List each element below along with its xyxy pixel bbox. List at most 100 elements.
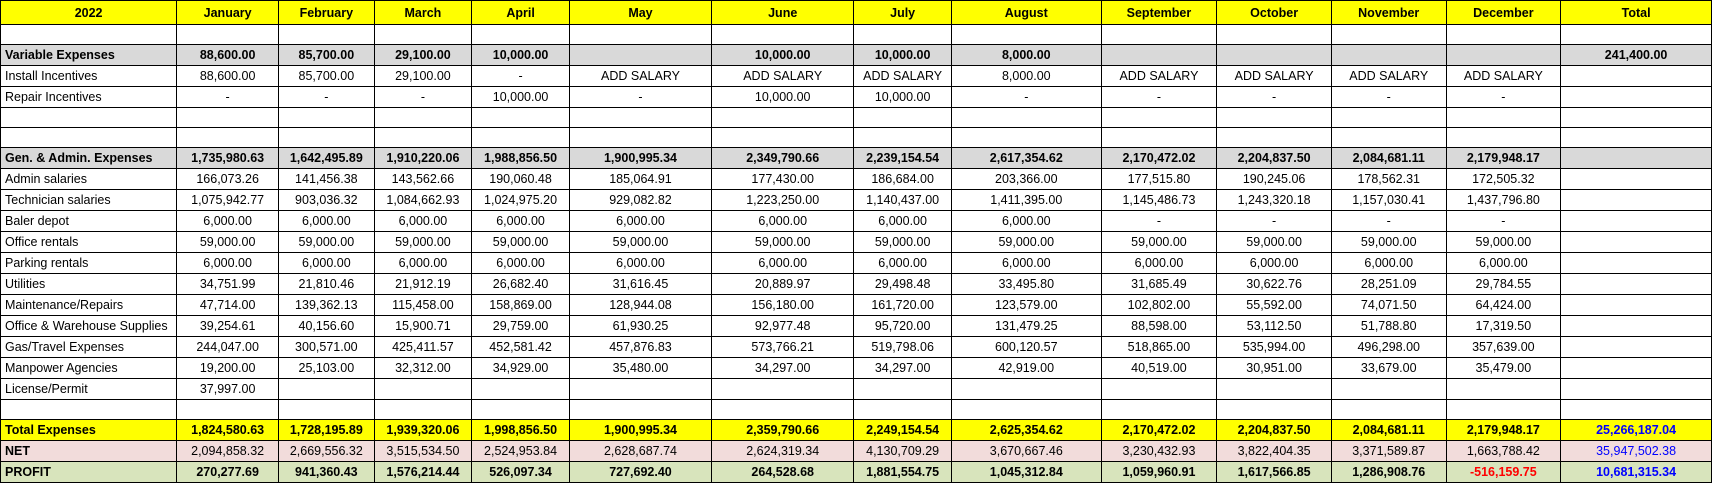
cell[interactable]: 32,312.00 xyxy=(373,357,473,379)
cell[interactable]: 59,000.00 xyxy=(1216,231,1332,253)
cell[interactable]: 20,889.97 xyxy=(711,273,855,295)
cell[interactable] xyxy=(1560,294,1712,316)
cell[interactable] xyxy=(853,24,952,45)
row-label[interactable] xyxy=(0,107,178,128)
cell[interactable] xyxy=(373,127,473,148)
row-label[interactable]: Repair Incentives xyxy=(0,86,178,108)
cell[interactable]: - xyxy=(471,65,570,87)
column-header[interactable]: March xyxy=(373,0,473,25)
cell[interactable]: - xyxy=(176,86,280,108)
cell[interactable]: -516,159.75 xyxy=(1445,461,1562,483)
cell[interactable] xyxy=(711,107,855,128)
cell[interactable] xyxy=(1560,168,1712,190)
cell[interactable]: 177,515.80 xyxy=(1100,168,1218,190)
cell[interactable]: 34,297.00 xyxy=(853,357,952,379)
cell[interactable]: 8,000.00 xyxy=(950,44,1102,66)
cell[interactable]: - xyxy=(278,86,375,108)
cell[interactable]: 2,524,953.84 xyxy=(471,440,570,462)
cell[interactable] xyxy=(278,399,375,420)
cell[interactable]: 143,562.66 xyxy=(373,168,473,190)
cell[interactable]: 929,082.82 xyxy=(568,189,713,211)
cell[interactable]: 270,277.69 xyxy=(176,461,280,483)
cell[interactable]: 33,495.80 xyxy=(950,273,1102,295)
cell[interactable] xyxy=(278,378,375,400)
cell[interactable]: 28,251.09 xyxy=(1330,273,1447,295)
row-label[interactable] xyxy=(0,24,178,45)
cell[interactable] xyxy=(1560,357,1712,379)
cell[interactable]: 34,929.00 xyxy=(471,357,570,379)
cell[interactable] xyxy=(1445,378,1562,400)
cell[interactable] xyxy=(1560,210,1712,232)
cell[interactable] xyxy=(1100,399,1218,420)
cell[interactable] xyxy=(950,24,1102,45)
column-header[interactable]: February xyxy=(278,0,375,25)
cell[interactable] xyxy=(711,378,855,400)
cell[interactable]: 1,576,214.44 xyxy=(373,461,473,483)
cell[interactable]: 10,000.00 xyxy=(711,44,855,66)
cell[interactable]: 6,000.00 xyxy=(1100,252,1218,274)
cell[interactable]: 1,084,662.93 xyxy=(373,189,473,211)
cell[interactable] xyxy=(1560,315,1712,337)
cell[interactable]: 186,684.00 xyxy=(853,168,952,190)
cell[interactable]: 2,239,154.54 xyxy=(853,147,952,169)
cell[interactable] xyxy=(471,107,570,128)
cell[interactable]: 128,944.08 xyxy=(568,294,713,316)
cell[interactable]: - xyxy=(1330,210,1447,232)
cell[interactable]: 61,930.25 xyxy=(568,315,713,337)
cell[interactable] xyxy=(176,127,280,148)
cell[interactable]: 131,479.25 xyxy=(950,315,1102,337)
cell[interactable]: 88,598.00 xyxy=(1100,315,1218,337)
column-header[interactable]: January xyxy=(176,0,280,25)
cell[interactable] xyxy=(1330,107,1447,128)
cell[interactable] xyxy=(1560,147,1712,169)
cell[interactable] xyxy=(853,107,952,128)
cell[interactable]: 21,912.19 xyxy=(373,273,473,295)
cell[interactable]: 526,097.34 xyxy=(471,461,570,483)
cell[interactable]: - xyxy=(1216,86,1332,108)
cell[interactable]: ADD SALARY xyxy=(711,65,855,87)
cell[interactable]: 3,822,404.35 xyxy=(1216,440,1332,462)
cell[interactable]: 10,000.00 xyxy=(471,86,570,108)
cell[interactable]: 3,515,534.50 xyxy=(373,440,473,462)
cell[interactable]: 3,371,589.87 xyxy=(1330,440,1447,462)
cell[interactable] xyxy=(568,378,713,400)
cell[interactable] xyxy=(1445,44,1562,66)
cell[interactable]: ADD SALARY xyxy=(1216,65,1332,87)
cell[interactable]: 161,720.00 xyxy=(853,294,952,316)
row-label[interactable]: Gas/Travel Expenses xyxy=(0,336,178,358)
cell[interactable]: 29,100.00 xyxy=(373,65,473,87)
cell[interactable]: 88,600.00 xyxy=(176,65,280,87)
cell[interactable]: 31,685.49 xyxy=(1100,273,1218,295)
cell[interactable] xyxy=(1560,231,1712,253)
cell[interactable]: - xyxy=(1330,86,1447,108)
cell[interactable]: 496,298.00 xyxy=(1330,336,1447,358)
cell[interactable]: 88,600.00 xyxy=(176,44,280,66)
row-label[interactable]: Maintenance/Repairs xyxy=(0,294,178,316)
cell[interactable]: - xyxy=(1445,210,1562,232)
cell[interactable]: 55,592.00 xyxy=(1216,294,1332,316)
cell[interactable]: 1,411,395.00 xyxy=(950,189,1102,211)
cell[interactable]: 2,617,354.62 xyxy=(950,147,1102,169)
row-label[interactable]: Total Expenses xyxy=(0,419,178,441)
cell[interactable]: 95,720.00 xyxy=(853,315,952,337)
cell[interactable]: 59,000.00 xyxy=(568,231,713,253)
cell[interactable] xyxy=(1560,399,1712,420)
cell[interactable]: 139,362.13 xyxy=(278,294,375,316)
cell[interactable] xyxy=(1216,44,1332,66)
cell[interactable]: 1,728,195.89 xyxy=(278,419,375,441)
cell[interactable]: 156,180.00 xyxy=(711,294,855,316)
cell[interactable]: ADD SALARY xyxy=(1445,65,1562,87)
cell[interactable]: 6,000.00 xyxy=(1445,252,1562,274)
cell[interactable]: 1,140,437.00 xyxy=(853,189,952,211)
cell[interactable]: 6,000.00 xyxy=(568,252,713,274)
cell[interactable]: 4,130,709.29 xyxy=(853,440,952,462)
cell[interactable]: 6,000.00 xyxy=(176,210,280,232)
cell[interactable]: - xyxy=(950,86,1102,108)
row-label[interactable]: Baler depot xyxy=(0,210,178,232)
cell[interactable]: 59,000.00 xyxy=(471,231,570,253)
cell[interactable]: 2,170,472.02 xyxy=(1100,419,1218,441)
cell[interactable] xyxy=(278,127,375,148)
cell[interactable]: 1,045,312.84 xyxy=(950,461,1102,483)
cell[interactable] xyxy=(1330,378,1447,400)
row-label[interactable]: NET xyxy=(0,440,178,462)
